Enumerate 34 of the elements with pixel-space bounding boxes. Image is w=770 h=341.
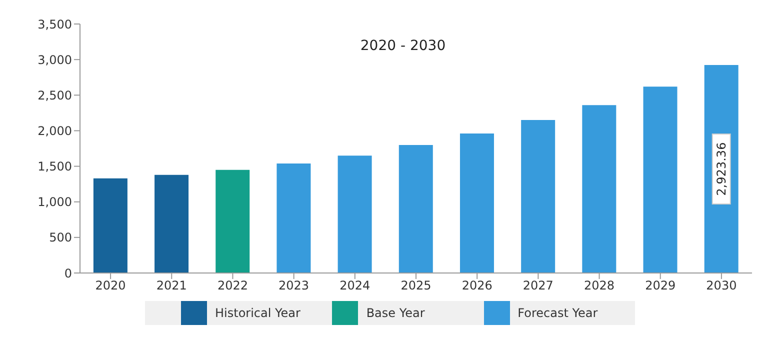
x-tick-label: 2023 bbox=[278, 278, 310, 293]
x-tick-label: 2029 bbox=[645, 278, 676, 293]
y-tick-label: 3,500 bbox=[38, 17, 72, 32]
y-tick-label: 2,000 bbox=[38, 124, 72, 138]
legend-label: Historical Year bbox=[215, 306, 300, 320]
bar bbox=[398, 144, 433, 273]
bar bbox=[216, 170, 250, 273]
bar bbox=[643, 86, 678, 273]
x-tick-label: 2020 bbox=[95, 278, 126, 293]
x-tick-label: 2021 bbox=[156, 278, 187, 293]
bar bbox=[93, 178, 128, 273]
bar bbox=[276, 163, 311, 273]
x-tick-label: 2026 bbox=[462, 278, 492, 293]
y-tick-label: 1,000 bbox=[38, 195, 72, 210]
bar bbox=[582, 105, 616, 273]
x-tick-label: 2024 bbox=[340, 278, 370, 293]
y-tick-label: 500 bbox=[49, 230, 72, 245]
y-tick-label: 2,500 bbox=[38, 88, 72, 102]
y-tick-label: 1,500 bbox=[38, 160, 72, 174]
x-tick-label: 2028 bbox=[584, 278, 615, 293]
data-label: 2,923.36 bbox=[714, 142, 728, 196]
x-tick-label: 2022 bbox=[217, 278, 248, 293]
bar bbox=[460, 134, 494, 273]
y-tick-label: 3,000 bbox=[38, 52, 72, 67]
bar bbox=[154, 174, 189, 273]
bar bbox=[338, 156, 372, 273]
x-tick-label: 2025 bbox=[400, 278, 432, 293]
y-tick-label: 0 bbox=[64, 266, 72, 280]
x-tick-label: 2027 bbox=[522, 278, 554, 293]
text: 2020 - 2030 bbox=[360, 38, 446, 54]
legend-label: Base Year bbox=[366, 306, 425, 320]
bar bbox=[521, 120, 556, 273]
legend-label: Forecast Year bbox=[518, 306, 598, 320]
x-tick-label: 2030 bbox=[706, 278, 737, 293]
